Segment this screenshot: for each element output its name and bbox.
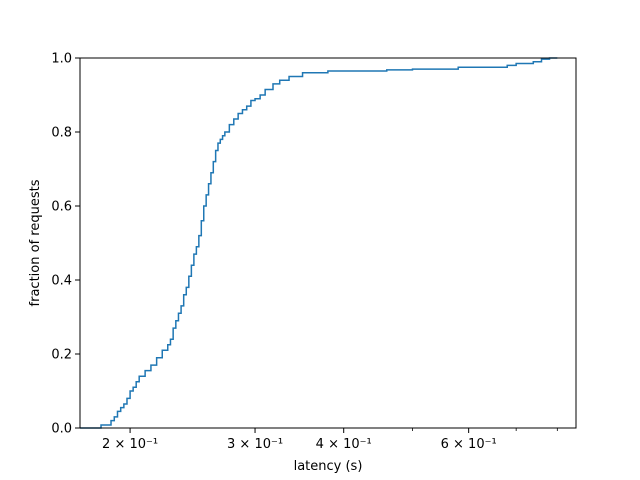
x-tick-label: 3 × 10⁻¹ bbox=[227, 437, 283, 452]
x-tick-label: 6 × 10⁻¹ bbox=[441, 437, 497, 452]
y-tick-label: 0.0 bbox=[51, 422, 72, 437]
y-tick-label: 0.6 bbox=[51, 200, 72, 215]
y-tick-label: 0.8 bbox=[51, 126, 72, 141]
x-tick-label: 4 × 10⁻¹ bbox=[316, 437, 372, 452]
y-tick-label: 0.2 bbox=[51, 348, 72, 363]
plot-layer bbox=[80, 57, 558, 429]
y-axis: 0.0 0.2 0.4 0.6 0.8 1.0 bbox=[51, 52, 80, 437]
x-axis: 2 × 10⁻¹ 3 × 10⁻¹ 4 × 10⁻¹ 6 × 10⁻¹ bbox=[102, 428, 558, 452]
y-axis-label: fraction of requests bbox=[28, 179, 43, 306]
y-tick-label: 0.4 bbox=[51, 274, 72, 289]
cdf-series-line-0 bbox=[80, 57, 558, 429]
x-tick-label: 2 × 10⁻¹ bbox=[102, 437, 158, 452]
x-axis-label: latency (s) bbox=[294, 459, 363, 474]
y-tick-label: 1.0 bbox=[51, 52, 72, 67]
plot-frame bbox=[79, 57, 577, 429]
